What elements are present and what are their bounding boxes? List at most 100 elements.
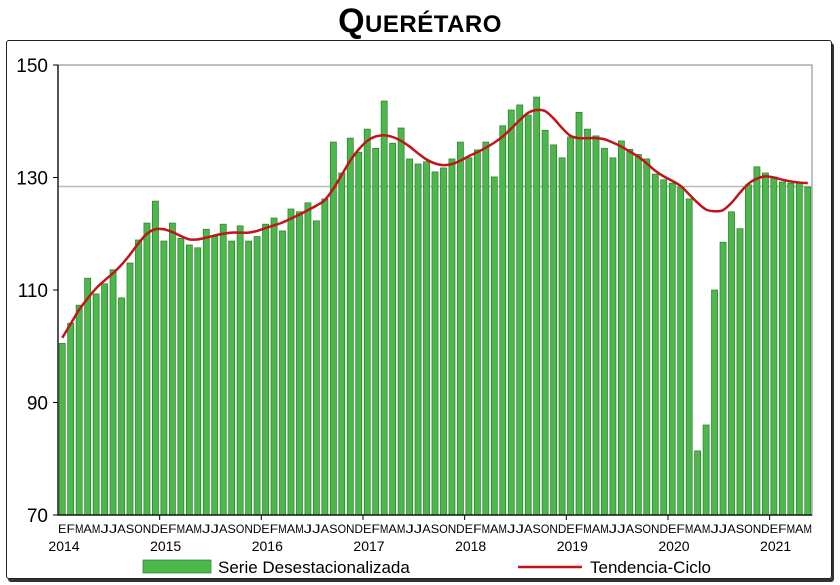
bar	[321, 198, 329, 516]
legend-bar-swatch	[142, 559, 212, 574]
bar	[651, 173, 659, 516]
x-month-label: A	[117, 522, 125, 536]
bar	[745, 184, 752, 516]
x-month-label: E	[58, 522, 66, 536]
x-month-label: S	[634, 522, 642, 536]
x-month-label: N	[753, 522, 761, 536]
bar	[75, 304, 83, 516]
bar	[804, 186, 812, 516]
bar	[567, 136, 574, 516]
x-month-label: O	[338, 522, 346, 536]
x-month-label: O	[439, 522, 447, 536]
x-month-label: M	[600, 522, 608, 536]
x-month-label: M	[295, 522, 303, 536]
bar	[92, 293, 100, 516]
bar	[668, 182, 676, 516]
bar	[457, 141, 464, 516]
chart-title: Querétaro	[338, 2, 502, 40]
bar	[236, 225, 244, 516]
bar	[634, 154, 642, 516]
bar	[177, 237, 185, 516]
x-month-label: S	[329, 522, 337, 536]
x-month-label: A	[693, 522, 701, 536]
bar	[245, 240, 253, 516]
bar	[448, 158, 456, 516]
x-year-label: 2017	[353, 538, 384, 554]
x-month-label: M	[583, 522, 591, 536]
bar	[414, 163, 422, 516]
bar	[355, 151, 363, 516]
x-month-label: M	[685, 522, 693, 536]
x-month-label: E	[261, 522, 269, 536]
x-month-label: M	[482, 522, 490, 536]
x-month-label: S	[736, 522, 744, 536]
x-month-label: F	[66, 522, 74, 536]
x-year-label: 2016	[252, 538, 283, 554]
bar	[584, 128, 591, 516]
bar	[152, 200, 159, 516]
chart-frame	[6, 40, 832, 579]
x-year-label: 2018	[455, 538, 486, 554]
bar	[677, 186, 685, 516]
bar	[533, 96, 541, 516]
bar	[202, 228, 210, 516]
bar	[719, 241, 727, 516]
x-month-label: J	[414, 522, 422, 536]
x-month-label: F	[473, 522, 481, 536]
bar	[109, 269, 117, 516]
bar	[118, 297, 125, 516]
bar	[465, 157, 473, 516]
x-month-label: N	[651, 522, 659, 536]
bar	[728, 211, 735, 516]
bar	[499, 125, 507, 516]
bar	[363, 128, 371, 516]
x-month-label: D	[558, 522, 567, 536]
y-tick-label: 130	[16, 169, 48, 190]
bar	[778, 181, 786, 516]
x-month-label: S	[532, 522, 540, 536]
bar	[397, 127, 405, 516]
bar	[787, 182, 795, 516]
bar	[287, 208, 295, 516]
bar	[592, 135, 600, 516]
x-month-label: F	[168, 522, 176, 536]
x-month-label: A	[592, 522, 600, 536]
x-year-label: 2014	[48, 538, 79, 554]
x-month-label: M	[177, 522, 185, 536]
x-month-label: S	[431, 522, 439, 536]
bar	[550, 144, 557, 516]
x-month-label: A	[219, 522, 227, 536]
trend-line	[61, 108, 808, 339]
bar	[101, 283, 108, 516]
x-month-label: N	[244, 522, 252, 536]
bar	[329, 141, 337, 516]
x-month-label: A	[388, 522, 396, 536]
x-month-label: J	[405, 522, 413, 536]
x-month-label: J	[109, 522, 117, 536]
x-month-label: A	[287, 522, 295, 536]
bar	[575, 111, 583, 516]
bar	[372, 147, 380, 516]
bar	[194, 247, 202, 516]
bar	[601, 147, 608, 516]
y-tick-label: 70	[27, 506, 48, 527]
x-year-label: 2021	[760, 538, 791, 554]
y-tick-label: 150	[16, 56, 48, 77]
bar	[143, 222, 151, 516]
bar	[694, 450, 702, 516]
bar	[685, 198, 693, 516]
bar	[211, 236, 219, 516]
x-month-label: N	[143, 522, 151, 536]
x-month-label: A	[524, 522, 532, 536]
x-month-label: D	[660, 522, 669, 536]
x-month-label: N	[346, 522, 354, 536]
bar	[660, 179, 668, 516]
bar	[58, 343, 66, 516]
x-year-label: 2020	[658, 538, 689, 554]
bar	[389, 142, 397, 516]
x-month-label: A	[490, 522, 498, 536]
legend-line-label: Tendencia-Ciclo	[590, 558, 711, 577]
x-month-label: A	[422, 522, 430, 536]
bar	[262, 223, 269, 516]
legend-bar-label: Serie Desestacionalizada	[218, 558, 410, 577]
